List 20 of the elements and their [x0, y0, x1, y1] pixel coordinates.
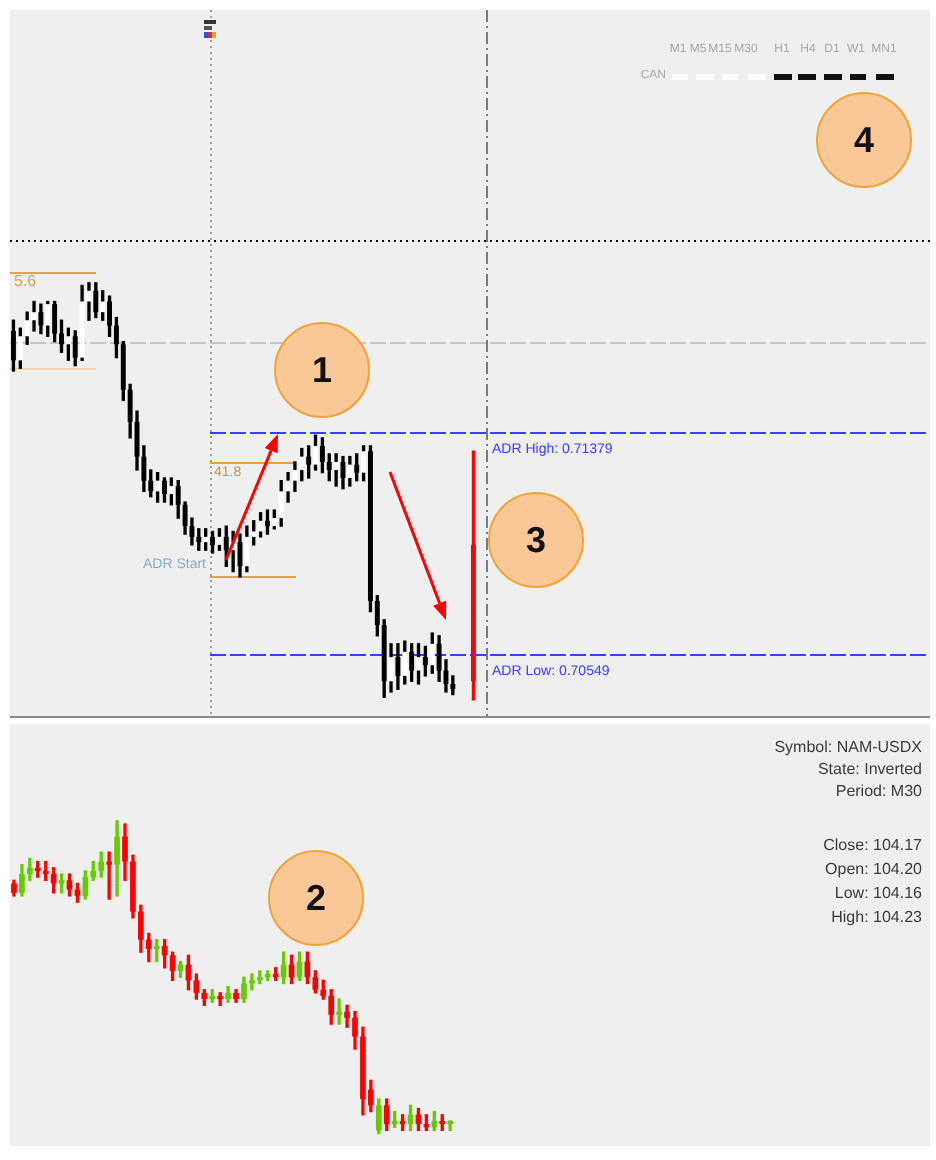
annotation: Open: 104.20	[825, 860, 922, 880]
candlestick	[264, 509, 270, 535]
candlestick	[313, 434, 318, 471]
annotation: 3	[525, 518, 547, 562]
text: Period: M30	[835, 782, 922, 802]
text: State: Inverted	[817, 760, 922, 780]
annotation: High: 104.23	[831, 908, 922, 928]
candlestick	[162, 477, 167, 503]
candlestick	[336, 998, 342, 1025]
annotation: Close: 104.17	[823, 836, 922, 856]
annotation: 2	[305, 876, 327, 920]
candlestick	[210, 530, 216, 554]
annotation: Low: 104.16	[834, 884, 922, 904]
annotation: 4	[853, 118, 875, 162]
annotation: 1	[311, 348, 333, 392]
text: Symbol: NAM-USDX	[774, 738, 922, 758]
candlestick	[106, 851, 112, 900]
candlestick	[416, 643, 421, 685]
candlestick	[333, 453, 339, 487]
annotation: 5.6	[14, 272, 37, 292]
